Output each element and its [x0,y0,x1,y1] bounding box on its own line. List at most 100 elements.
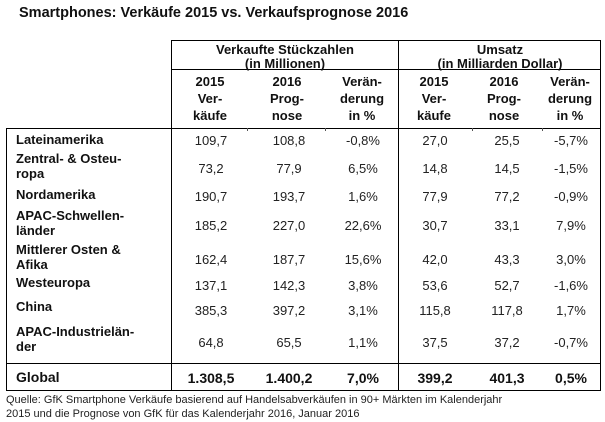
table-cell: 14,8 [422,160,448,176]
table-cell: 6,5% [348,160,378,176]
group-header-line: Umsatz [476,42,524,57]
table-row: China 385,3 397,2 3,1% 115,8 117,8 1,7% [7,298,599,322]
group-header-revenue: Umsatz (in Milliarden Dollar) [399,43,601,71]
table-cell: 33,1 [494,217,520,233]
table-cell: 64,8 [198,334,224,350]
table-cell: 77,9 [276,160,302,176]
table-cell: 3,8% [348,277,378,293]
column-header-line: derung [339,91,385,106]
column-header-line: nose [488,108,520,123]
row-label-line: APAC-Industrielän- [16,324,135,339]
column-header-line: in % [348,108,376,123]
table-cell: 7,0% [347,370,379,386]
tick-mark [247,128,248,131]
table-cell: -5,7% [554,132,588,148]
table-row: Lateinamerika 109,7 108,8 -0,8% 27,0 25,5 -5,7… [7,131,599,149]
data-table: Lateinamerika 109,7 108,8 -0,8% 27,0 25,5 -5,7… [6,128,601,391]
table-cell: 52,7 [494,277,520,293]
table-cell: 22,6% [344,217,382,233]
tick-mark [542,128,543,131]
row-label-line: China [16,299,53,314]
table-cell: 1.400,2 [265,370,313,386]
table-cell: 0,5% [555,370,587,386]
row-label-line: Westeuropa [16,275,91,290]
group-header-units: Verkaufte Stückzahlen (in Millionen) [172,43,398,71]
column-header-line: Prog- [270,91,304,106]
row-label: China [16,299,52,314]
source-line: 2015 und die Prognose von GfK für das Ka… [6,408,360,420]
table-row: Westeuropa 137,1 142,3 3,8% 53,6 52,7 -1,6% [7,274,599,296]
table-cell: 108,8 [272,132,306,148]
table-cell: 385,3 [194,302,228,318]
table-row: Nordamerika 190,7 193,7 1,6% 77,9 77,2 -0,9% [7,186,599,206]
table-cell: 115,8 [419,302,451,318]
column-header-line: Prog- [487,91,521,106]
table-cell: -0,9% [554,188,588,204]
row-label: Zentral- & Osteu-ropa [16,151,121,181]
table-cell: 162,4 [194,251,228,267]
tick-mark [325,128,326,131]
table-cell: 1,1% [348,334,378,350]
column-header-line: 2015 [419,74,449,89]
row-label-line: der [16,339,37,354]
column-header-line: 2016 [489,74,519,89]
column-header: 2015 Ver-käufe [399,73,469,124]
row-label-line: Zentral- & Osteu- [16,151,122,166]
row-label-line: Lateinamerika [16,132,104,147]
column-header-line: 2015 [195,74,225,89]
row-label-line: Nordamerika [16,187,96,202]
table-cell: 187,7 [272,251,306,267]
group-header-line: (in Millionen) [244,56,326,71]
column-divider [171,129,172,390]
row-label-line: Afika [16,257,48,272]
row-label: Global [16,369,60,385]
source-line: Quelle: GfK Smartphone Verkäufe basieren… [6,394,503,406]
table-cell: 30,7 [422,217,448,233]
column-header-line: derung [547,91,593,106]
table-cell: 25,5 [494,132,520,148]
table-cell: 3,1% [348,302,378,318]
table-title: Smartphones: Verkäufe 2015 vs. Verkaufsp… [19,5,409,21]
global-row-divider [7,363,600,364]
table-header: Verkaufte Stückzahlen (in Millionen) Ums… [171,40,601,129]
row-label: Mittlerer Osten & Afika [16,242,121,272]
table-cell: 15,6% [344,251,382,267]
tick-mark [472,128,473,131]
table-cell: 27,0 [422,132,448,148]
table-cell: 109,7 [194,132,228,148]
row-label-line: länder [16,223,56,238]
group-header-line: Verkaufte Stückzahlen [216,42,354,57]
column-header-line: Verän- [342,74,382,89]
row-label-line: ropa [16,166,45,181]
table-cell: 65,5 [276,334,302,350]
row-label: Westeuropa [16,275,90,290]
table-cell: 142,3 [272,277,306,293]
row-label: Nordamerika [16,187,95,202]
table-cell: 117,8 [491,302,523,318]
table-cell: -1,5% [554,160,588,176]
row-label: APAC-Industrielän-der [16,324,134,354]
table-cell: 77,2 [494,188,520,204]
header-divider [172,69,600,70]
table-cell: 193,7 [272,188,306,204]
column-header-line: Ver- [197,91,223,106]
table-cell: 1,6% [348,188,378,204]
table-cell: 73,2 [198,160,224,176]
column-header: 2016 Prog-nose [248,73,326,124]
table-cell: 1,7% [556,302,586,318]
table-cell: 77,9 [422,188,448,204]
table-cell: -0,7% [554,334,588,350]
row-label: APAC-Schwellen-länder [16,208,124,238]
table-cell: 185,2 [194,217,228,233]
table-cell: 7,9% [556,217,586,233]
group-header-line: (in Milliarden Dollar) [437,56,563,71]
table-cell: 227,0 [272,217,306,233]
column-header-line: nose [271,108,303,123]
column-header: 2016 Prog-nose [469,73,539,124]
group-divider [398,41,399,129]
table-cell: 14,5 [494,160,520,176]
column-header: Verän-derung in % [326,73,398,124]
table-cell: 53,6 [422,277,448,293]
table-cell: -0,8% [346,132,380,148]
table-cell: 397,2 [272,302,306,318]
